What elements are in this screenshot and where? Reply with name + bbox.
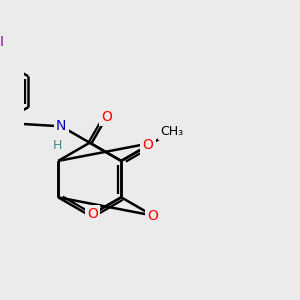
Text: H: H	[52, 140, 62, 152]
Text: CH₃: CH₃	[160, 125, 183, 138]
Text: O: O	[142, 138, 154, 152]
Text: I: I	[0, 35, 3, 49]
Text: N: N	[56, 119, 67, 133]
Text: O: O	[147, 208, 158, 223]
Text: O: O	[101, 110, 112, 124]
Text: O: O	[87, 207, 98, 221]
